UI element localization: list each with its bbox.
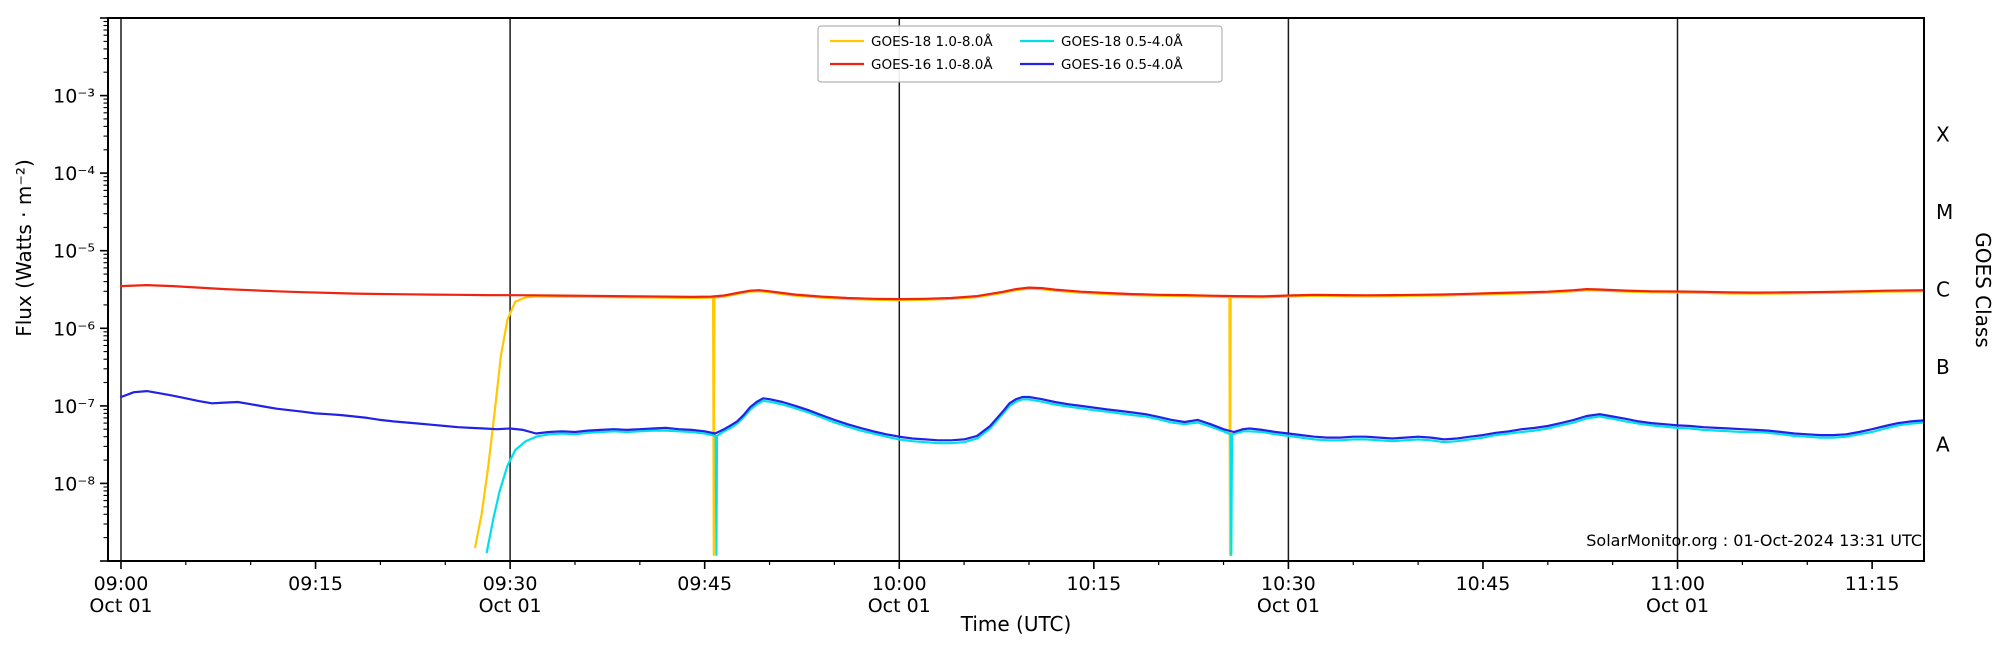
goes-class-letter: X <box>1936 122 1950 146</box>
y-axis: 10⁻³ 10⁻⁴ 10⁻⁵ 10⁻⁶ 10⁻⁷ 10⁻⁸ <box>53 17 108 562</box>
x-tick-date-label: Oct 01 <box>1257 595 1320 617</box>
goes-class-letter: M <box>1936 200 1953 224</box>
legend-box <box>817 25 1223 83</box>
y-tick-label: 10⁻⁶ <box>53 318 95 340</box>
x-tick-label: 10:45 <box>1456 573 1511 595</box>
x-tick-label: 10:00 <box>872 573 927 595</box>
legend-label-goes18-long: GOES-18 1.0-8.0Å <box>871 33 993 50</box>
solarmonitor-credit: SolarMonitor.org : 01-Oct-2024 13:31 UTC <box>1586 531 1922 550</box>
right-axis-title: GOES Class <box>1971 232 1995 348</box>
legend-label-goes16-short: GOES-16 0.5-4.0Å <box>1061 56 1183 73</box>
y-tick-label: 10⁻³ <box>53 86 95 108</box>
legend-label-goes18-short: GOES-18 0.5-4.0Å <box>1061 33 1183 50</box>
x-axis-title: Time (UTC) <box>960 612 1072 636</box>
y-tick-label: 10⁻⁸ <box>53 473 95 495</box>
x-tick-label: 10:15 <box>1066 573 1121 595</box>
y-tick-label: 10⁻⁷ <box>53 396 95 418</box>
x-tick-date-label: Oct 01 <box>1646 595 1709 617</box>
x-tick-date-label: Oct 01 <box>479 595 542 617</box>
x-tick-label: 11:15 <box>1845 573 1900 595</box>
legend: GOES-18 1.0-8.0Å GOES-16 1.0-8.0Å GOES-18 … <box>817 25 1223 83</box>
series-goes18-long <box>474 287 1926 556</box>
x-tick-date-label: Oct 01 <box>89 595 152 617</box>
goes-class-letter: B <box>1936 355 1950 379</box>
x-tick-label: 10:30 <box>1261 573 1316 595</box>
y-axis-title: Flux (Watts · m⁻²) <box>12 159 36 337</box>
series-goes16-short <box>119 390 1926 442</box>
x-tick-label: 09:00 <box>94 573 149 595</box>
x-tick-label: 09:45 <box>677 573 732 595</box>
x-tick-label: 09:15 <box>288 573 343 595</box>
plot-frame <box>107 17 1925 562</box>
goes-class-letters: X M C B A <box>1936 122 1953 456</box>
y-tick-label: 10⁻⁵ <box>53 241 95 263</box>
goes-class-letter: A <box>1936 433 1950 457</box>
series-goes18-short <box>485 398 1926 556</box>
legend-label-goes16-long: GOES-16 1.0-8.0Å <box>871 56 993 73</box>
date-gridlines <box>120 18 1679 561</box>
x-tick-label: 11:00 <box>1650 573 1705 595</box>
series-goes16-long <box>119 284 1926 301</box>
x-tick-label: 09:30 <box>483 573 538 595</box>
y-tick-label: 10⁻⁴ <box>53 163 95 185</box>
x-tick-date-label: Oct 01 <box>868 595 931 617</box>
goes-class-letter: C <box>1936 278 1950 302</box>
